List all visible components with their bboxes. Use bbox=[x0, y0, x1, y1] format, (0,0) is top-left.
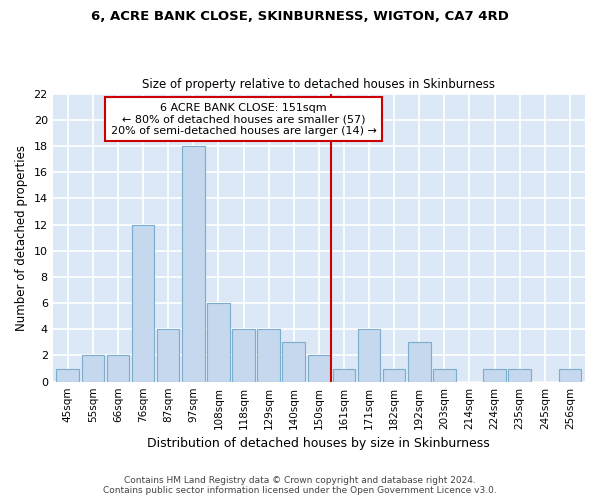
Bar bbox=[157, 330, 179, 382]
Bar bbox=[182, 146, 205, 382]
Bar bbox=[508, 368, 531, 382]
Bar bbox=[107, 356, 129, 382]
Bar bbox=[82, 356, 104, 382]
X-axis label: Distribution of detached houses by size in Skinburness: Distribution of detached houses by size … bbox=[148, 437, 490, 450]
Title: Size of property relative to detached houses in Skinburness: Size of property relative to detached ho… bbox=[142, 78, 496, 91]
Text: Contains HM Land Registry data © Crown copyright and database right 2024.
Contai: Contains HM Land Registry data © Crown c… bbox=[103, 476, 497, 495]
Y-axis label: Number of detached properties: Number of detached properties bbox=[15, 144, 28, 330]
Bar bbox=[132, 224, 154, 382]
Bar bbox=[257, 330, 280, 382]
Bar bbox=[484, 368, 506, 382]
Bar bbox=[232, 330, 255, 382]
Bar bbox=[358, 330, 380, 382]
Bar bbox=[207, 303, 230, 382]
Bar bbox=[433, 368, 455, 382]
Text: 6, ACRE BANK CLOSE, SKINBURNESS, WIGTON, CA7 4RD: 6, ACRE BANK CLOSE, SKINBURNESS, WIGTON,… bbox=[91, 10, 509, 23]
Text: 6 ACRE BANK CLOSE: 151sqm
← 80% of detached houses are smaller (57)
20% of semi-: 6 ACRE BANK CLOSE: 151sqm ← 80% of detac… bbox=[110, 102, 376, 136]
Bar bbox=[408, 342, 431, 382]
Bar bbox=[383, 368, 406, 382]
Bar bbox=[56, 368, 79, 382]
Bar bbox=[559, 368, 581, 382]
Bar bbox=[332, 368, 355, 382]
Bar bbox=[283, 342, 305, 382]
Bar bbox=[308, 356, 330, 382]
